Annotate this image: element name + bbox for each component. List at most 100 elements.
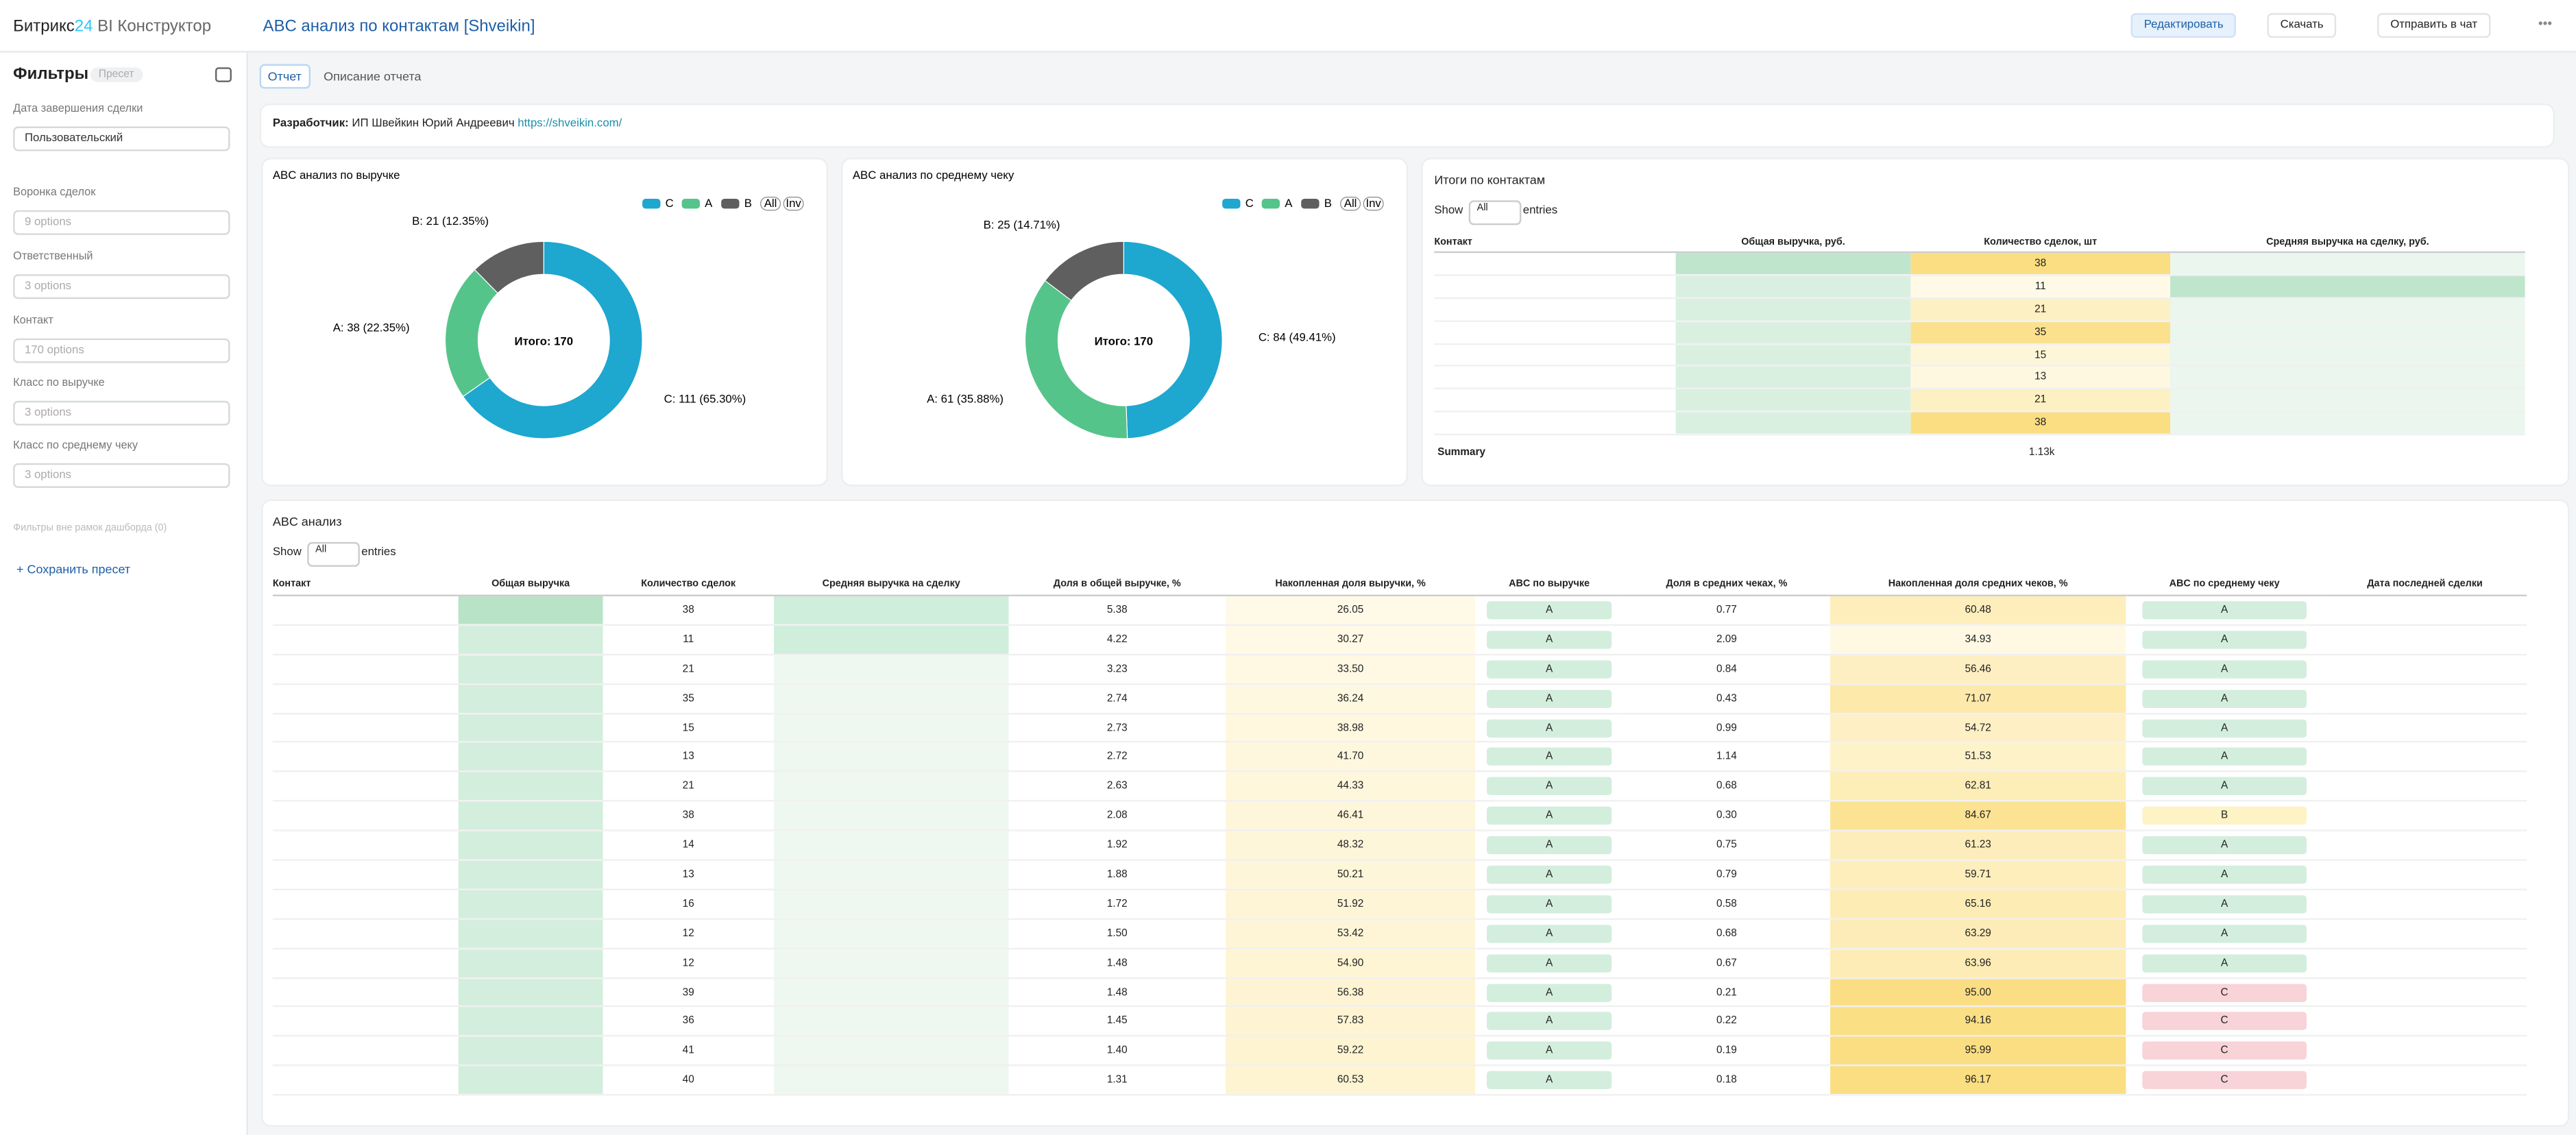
value-cell: 33.50: [1226, 655, 1475, 684]
legend-label[interactable]: B: [1324, 197, 1332, 210]
filter-select[interactable]: Пользовательский: [13, 127, 230, 151]
value-cell: 0.77: [1623, 596, 1830, 625]
contact-cell: [1434, 297, 1675, 320]
blurred-cell: [2323, 831, 2527, 860]
outside-filters[interactable]: Фильтры вне рамок дашборда (0): [13, 524, 167, 534]
filter-label: Класс по среднему чеку: [13, 440, 138, 452]
abc-badge: A: [2141, 925, 2307, 942]
blurred-cell: [273, 683, 459, 713]
blurred-cell: [774, 890, 1009, 919]
value-cell: 34.93: [1830, 625, 2126, 655]
contact-cell: [1434, 412, 1675, 435]
legend-toggle-label: Inv: [786, 197, 801, 210]
abc-cell: A: [1475, 831, 1623, 860]
abc-badge: A: [1487, 689, 1612, 707]
blurred-cell: [774, 1036, 1009, 1066]
table-row: 121.5053.42A0.6863.29A: [273, 918, 2527, 948]
column-header: ABC по среднему чеку: [2126, 573, 2323, 595]
value-cell: 61.23: [1830, 831, 2126, 860]
table-row: 141.9248.32A0.7561.23A: [273, 831, 2527, 860]
value-cell: 60.53: [1226, 1066, 1475, 1095]
totals-table: КонтактОбщая выручка, руб.Количество сде…: [1434, 233, 2525, 435]
revenue-cell: [1676, 389, 1911, 412]
blurred-cell: [459, 1066, 603, 1095]
table-row: 391.4856.38A0.2195.00C: [273, 977, 2527, 1007]
abc-cell: A: [2126, 655, 2323, 684]
legend-label[interactable]: C: [666, 197, 674, 210]
blurred-cell: [2323, 742, 2527, 772]
abc-cell: A: [1475, 860, 1623, 890]
blurred-cell: [459, 890, 603, 919]
value-cell: 0.19: [1623, 1036, 1830, 1066]
abc-badge: A: [2141, 748, 2307, 766]
legend-swatch: [1222, 199, 1240, 208]
summary-count: 1.13k: [2029, 447, 2054, 459]
table-row: 35: [1434, 321, 2525, 343]
donut-slice: [446, 269, 498, 396]
save-preset[interactable]: + Сохранить пресет: [16, 562, 130, 577]
value-cell: 1.48: [1009, 948, 1226, 977]
average-cell: [2170, 321, 2525, 343]
value-cell: 35: [603, 683, 774, 713]
legend-label[interactable]: A: [1285, 197, 1293, 210]
value-cell: 65.16: [1830, 890, 2126, 919]
show-label: Show: [1434, 206, 1463, 217]
value-cell: 1.45: [1009, 1007, 1226, 1036]
table-row: 361.4557.83A0.2294.16C: [273, 1007, 2527, 1036]
entries-label: entries: [361, 547, 396, 559]
column-header: Количество сделок, шт: [1910, 233, 2170, 252]
legend-label[interactable]: A: [705, 197, 713, 210]
blurred-cell: [774, 860, 1009, 890]
abc-badge: A: [1487, 719, 1612, 737]
value-cell: 95.00: [1830, 977, 2126, 1007]
abc-badge: A: [2141, 689, 2307, 707]
blurred-cell: [459, 655, 603, 684]
blurred-cell: [459, 713, 603, 742]
slice-label: B: 25 (14.71%): [984, 219, 1060, 232]
abc-cell: A: [2126, 742, 2323, 772]
filter-select[interactable]: 3 options: [13, 274, 230, 299]
abc-cell: A: [1475, 1007, 1623, 1036]
table-row: 132.7241.70A1.1451.53A: [273, 742, 2527, 772]
abc-cell: A: [1475, 625, 1623, 655]
contact-cell: [1434, 321, 1675, 343]
filter-select[interactable]: 170 options: [13, 339, 230, 363]
table-row: 13: [1434, 366, 2525, 389]
column-header: Дата последней сделки: [2323, 573, 2527, 595]
average-cell: [2170, 252, 2525, 275]
filter-label: Ответственный: [13, 252, 93, 263]
abc-cell: A: [1475, 596, 1623, 625]
blurred-cell: [273, 625, 459, 655]
entries-label: entries: [1523, 206, 1557, 217]
blurred-cell: [459, 596, 603, 625]
blurred-cell: [774, 918, 1009, 948]
abc-cell: A: [2126, 683, 2323, 713]
abc-cell: A: [2126, 625, 2323, 655]
value-cell: 1.50: [1009, 918, 1226, 948]
page-size-select[interactable]: All: [307, 542, 360, 567]
blurred-cell: [774, 596, 1009, 625]
page-size-select[interactable]: All: [1469, 200, 1522, 225]
count-cell: 13: [1910, 366, 2170, 389]
count-cell: 21: [1910, 297, 2170, 320]
average-cell: [2170, 412, 2525, 435]
legend-swatch: [1301, 199, 1319, 208]
abc-cell: A: [2126, 596, 2323, 625]
summary-label: Summary: [1437, 447, 1485, 459]
blurred-cell: [774, 1007, 1009, 1036]
abc-badge: A: [2141, 631, 2307, 648]
value-cell: 38: [603, 596, 774, 625]
filter-select[interactable]: 3 options: [13, 401, 230, 426]
table-row: 213.2333.50A0.8456.46A: [273, 655, 2527, 684]
column-header: ABC по выручке: [1475, 573, 1623, 595]
value-cell: 39: [603, 977, 774, 1007]
filter-select[interactable]: 3 options: [13, 463, 230, 488]
blurred-cell: [774, 772, 1009, 801]
abc-badge: A: [1487, 925, 1612, 942]
legend-label[interactable]: C: [1246, 197, 1254, 210]
legend-label[interactable]: B: [744, 197, 752, 210]
abc-cell: A: [2126, 890, 2323, 919]
filter-select[interactable]: 9 options: [13, 210, 230, 235]
abc-cell: A: [1475, 713, 1623, 742]
value-cell: 2.08: [1009, 801, 1226, 831]
